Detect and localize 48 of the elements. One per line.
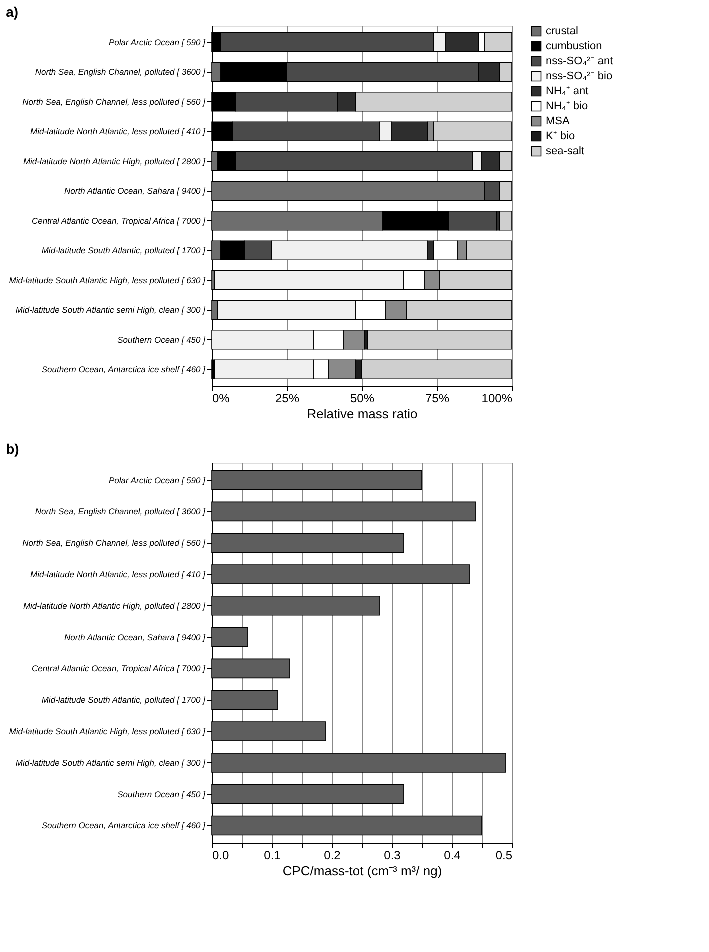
x-tick-label: 100% bbox=[482, 392, 513, 406]
y-tick-label: Southern Ocean [ 450 ] bbox=[118, 789, 206, 800]
y-tick-label: Southern Ocean, Antarctica ice shelf [ 460 ] bbox=[42, 820, 206, 831]
text: b) bbox=[6, 441, 20, 457]
y-tick-label: Polar Arctic Ocean [ 590 ] bbox=[108, 475, 206, 486]
x-tick-label: 0.1 bbox=[264, 848, 282, 862]
text: a) bbox=[6, 4, 19, 20]
legend-label: MSA bbox=[546, 116, 570, 128]
y-tick-label: Mid-latitude South Atlantic semi High, clean [ 300 ] bbox=[16, 305, 206, 316]
y-tick-label: Mid-latitude South Atlantic High, less polluted [ 630 ] bbox=[9, 726, 206, 737]
y-tick-label: Mid-latitude North Atlantic, less polluted [ 410 ] bbox=[30, 126, 206, 137]
y-tick-label: North Atlantic Ocean, Sahara [ 9400 ] bbox=[64, 186, 206, 196]
y-tick-label: Mid-latitude North Atlantic High, polluted [ 2800 ] bbox=[23, 600, 206, 611]
y-tick-label: Southern Ocean [ 450 ] bbox=[118, 334, 206, 345]
x-tick-label: 0.5 bbox=[496, 848, 513, 862]
y-tick-label: North Sea, English Channel, polluted [ 3600 ] bbox=[35, 506, 206, 517]
legend-label: K⁺ bio bbox=[546, 130, 576, 142]
legend-label: nss-SO₄²⁻ bio bbox=[546, 70, 613, 82]
y-tick-label: Central Atlantic Ocean, Tropical Africa [ 7000 ] bbox=[32, 664, 206, 674]
y-tick-label: Mid-latitude North Atlantic High, polluted [ 2800 ] bbox=[23, 156, 206, 166]
x-axis-title: CPC/mass-tot (cm⁻³ m³/ ng) bbox=[282, 864, 442, 878]
x-axis-title: Relative mass ratio bbox=[307, 406, 418, 422]
y-tick-label: North Sea, English Channel, less polluted [ 560 ] bbox=[22, 538, 206, 548]
y-tick-label: Mid-latitude South Atlantic High, less polluted [ 630 ] bbox=[9, 275, 206, 286]
legend-label: cumbustion bbox=[546, 40, 602, 52]
y-tick-label: North Sea, English Channel, less polluted [ 560 ] bbox=[22, 96, 206, 107]
x-tick-label: 0% bbox=[212, 392, 230, 406]
y-tick-label: Mid-latitude South Atlantic semi High, clean [ 300 ] bbox=[16, 758, 206, 768]
y-tick-label: Polar Arctic Ocean [ 590 ] bbox=[108, 37, 206, 48]
legend-label: sea-salt bbox=[546, 146, 585, 158]
x-tick-label: 0.4 bbox=[444, 848, 462, 862]
x-tick-label: 0.2 bbox=[324, 848, 342, 862]
x-tick-label: 50% bbox=[350, 392, 375, 406]
legend-label: nss-SO₄²⁻ ant bbox=[546, 56, 614, 68]
x-tick-label: 25% bbox=[275, 392, 300, 406]
y-tick-label: Mid-latitude South Atlantic, polluted [ 1700 ] bbox=[42, 246, 206, 256]
y-tick-label: North Sea, English Channel, polluted [ 3600 ] bbox=[35, 67, 206, 78]
legend-label: crustal bbox=[546, 26, 578, 38]
y-tick-label: Southern Ocean, Antarctica ice shelf [ 460 ] bbox=[42, 364, 206, 375]
y-tick-label: Mid-latitude South Atlantic, polluted [ 1700 ] bbox=[42, 695, 206, 706]
y-tick-label: Mid-latitude North Atlantic, less polluted [ 410 ] bbox=[30, 569, 206, 580]
x-tick-label: 0.3 bbox=[384, 848, 402, 862]
legend-label: NH₄⁺ bio bbox=[546, 100, 588, 112]
x-tick-label: 75% bbox=[425, 392, 450, 406]
x-tick-label: 0.0 bbox=[212, 848, 230, 862]
y-tick-label: Central Atlantic Ocean, Tropical Africa [ 7000 ] bbox=[32, 216, 206, 226]
y-tick-label: North Atlantic Ocean, Sahara [ 9400 ] bbox=[64, 632, 206, 642]
legend-label: NH₄⁺ ant bbox=[546, 86, 589, 98]
